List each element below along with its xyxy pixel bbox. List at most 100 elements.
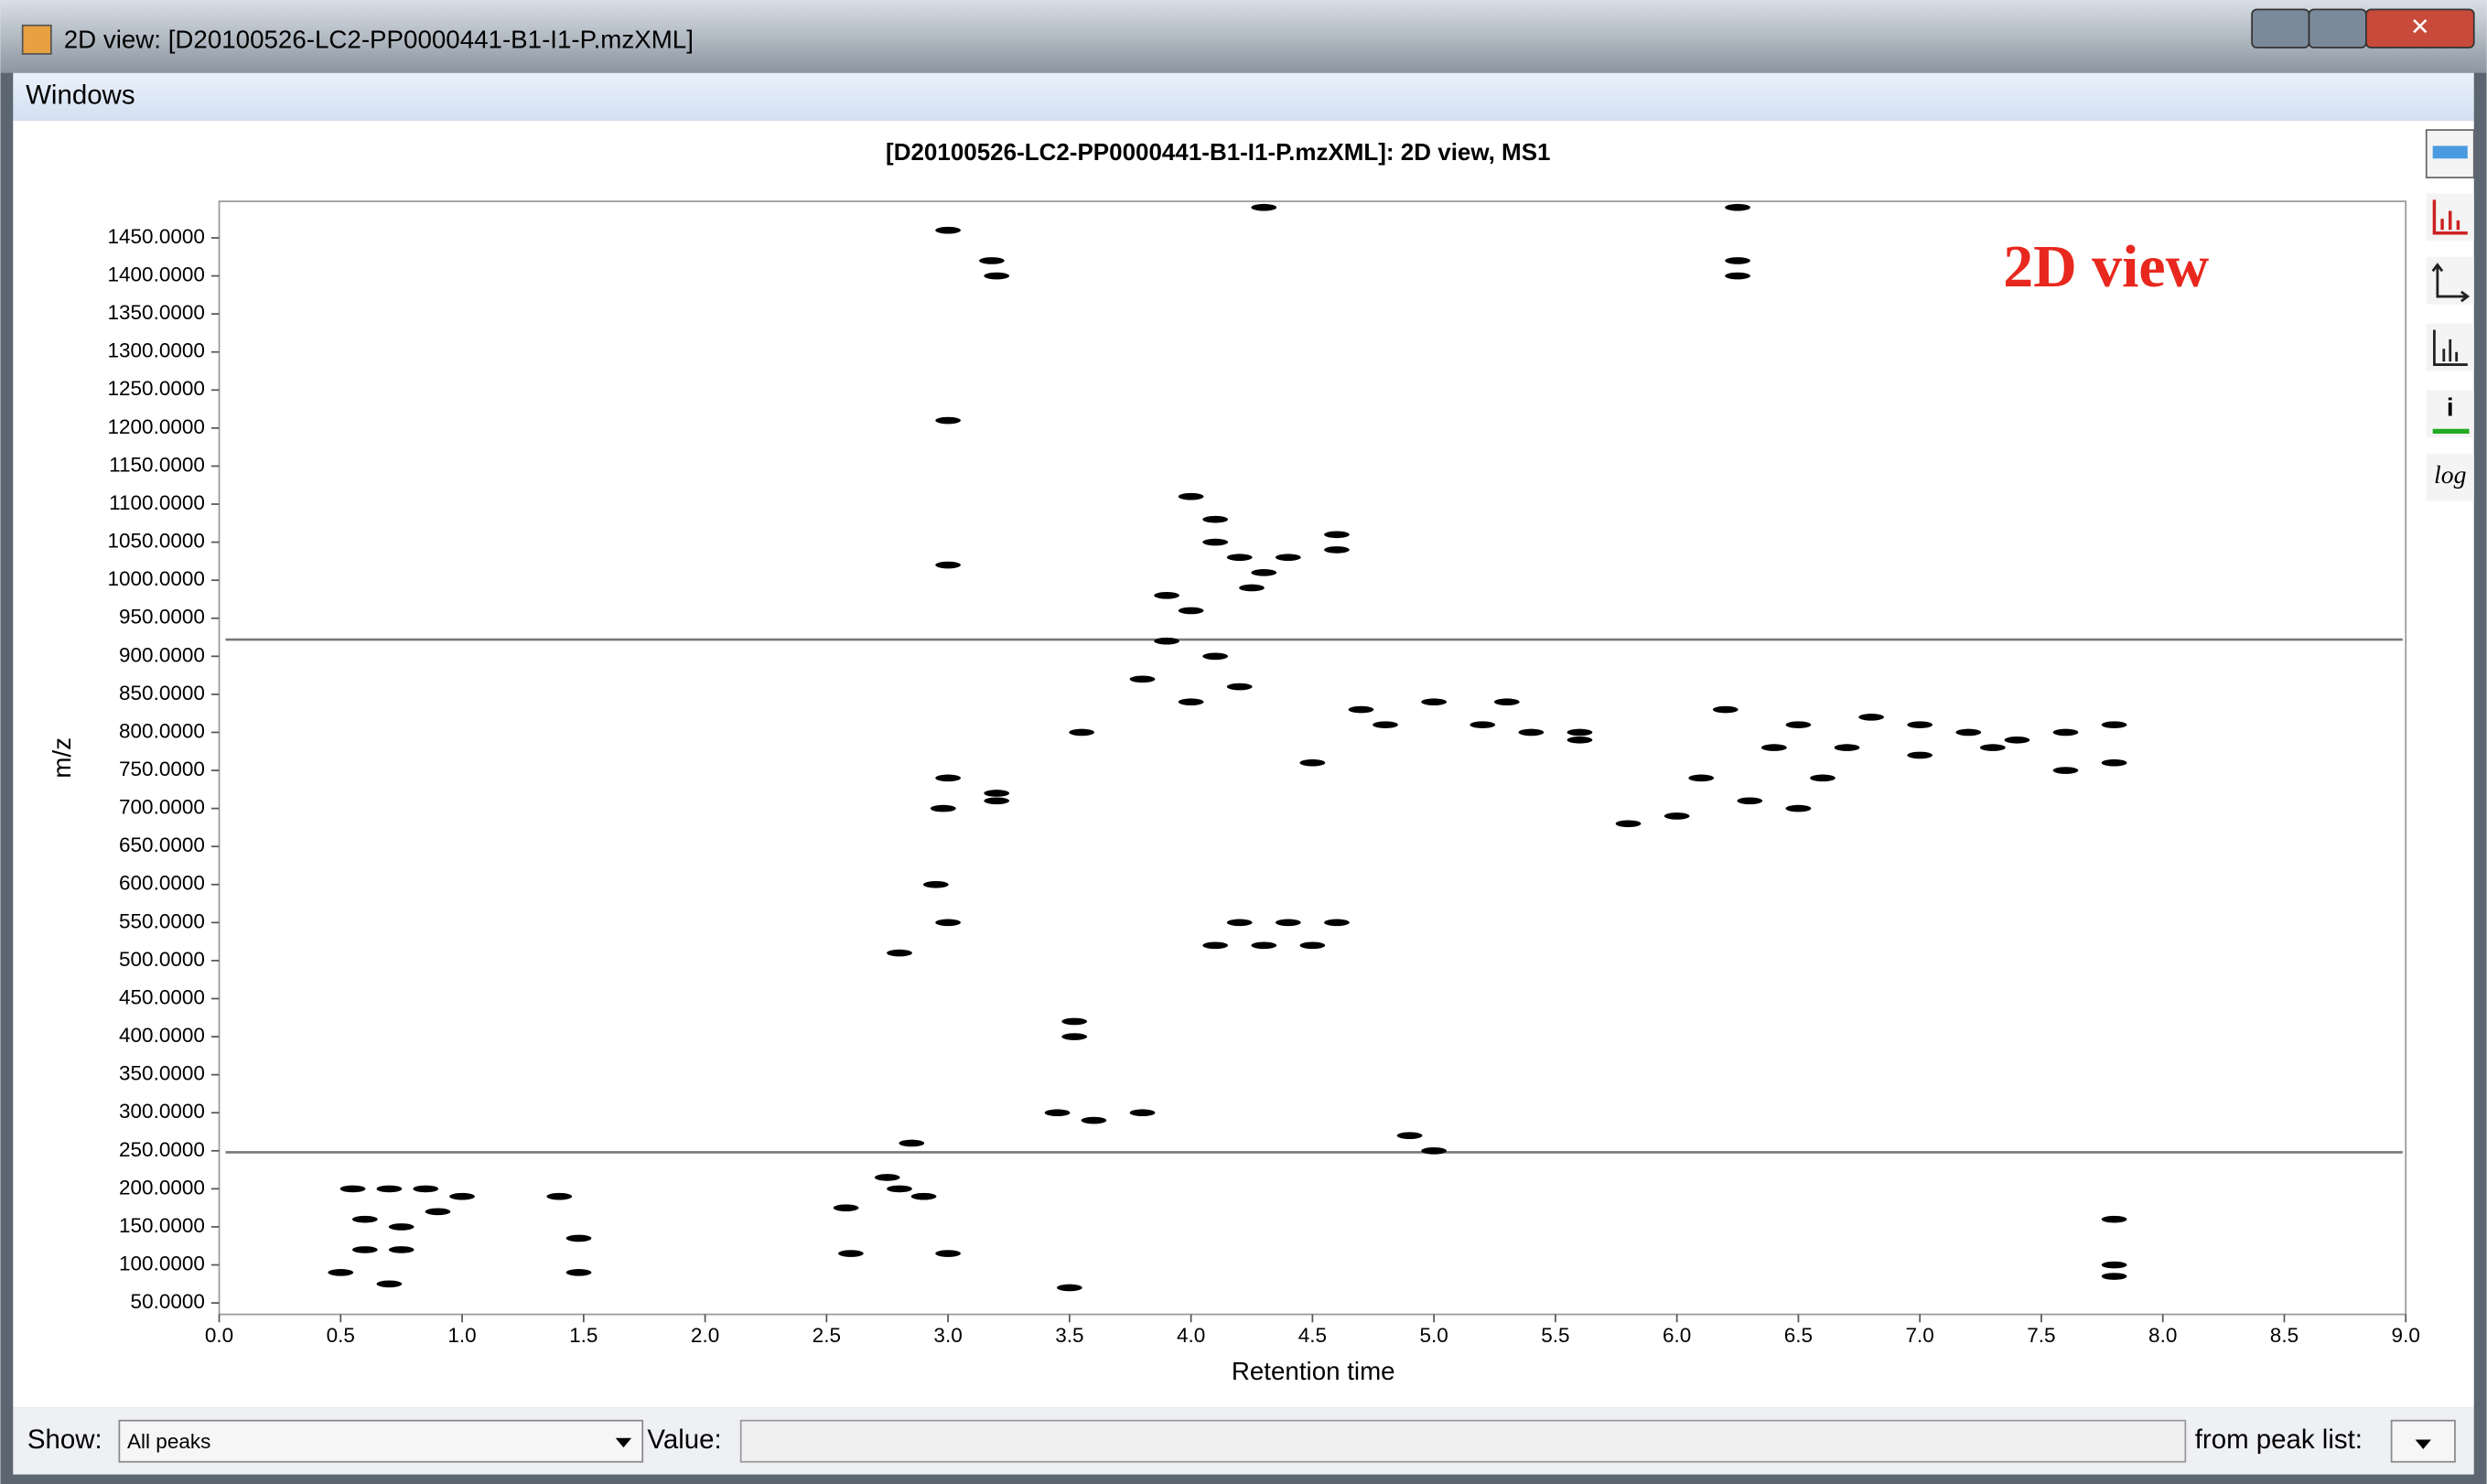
peak — [1835, 744, 1860, 751]
peak — [1179, 698, 1204, 705]
y-tick-label: 250.0000 — [119, 1138, 205, 1161]
peak — [2102, 721, 2127, 728]
x-tick-label: 8.0 — [2148, 1324, 2177, 1347]
y-tick-label: 1200.0000 — [108, 415, 205, 438]
plot-area — [220, 201, 2406, 1315]
peak — [1786, 721, 1812, 728]
peak — [1276, 919, 1301, 927]
y-tick-label: 50.0000 — [131, 1290, 205, 1313]
peak — [1786, 805, 1812, 812]
x-tick-label: 2.5 — [813, 1324, 841, 1347]
app-icon — [23, 26, 51, 54]
y-tick-label: 1450.0000 — [108, 225, 205, 248]
y-tick-label: 1050.0000 — [108, 530, 205, 553]
peak — [1276, 554, 1301, 561]
x-tick-label: 3.5 — [1055, 1324, 1083, 1347]
peak — [1130, 675, 1156, 683]
y-tick-label: 1250.0000 — [108, 377, 205, 400]
peak — [1239, 585, 1265, 592]
peak — [1518, 729, 1544, 737]
peak — [413, 1186, 438, 1193]
peak — [1725, 257, 1750, 264]
show-label: Show: — [27, 1425, 102, 1455]
peak — [1616, 820, 1642, 827]
peak — [1227, 683, 1253, 691]
window-title: 2D view: [D20100526-LC2-PP0000441-B1-I1-… — [64, 25, 694, 53]
peak — [931, 805, 956, 812]
peak — [923, 881, 949, 888]
peak — [1227, 919, 1253, 927]
y-tick-label: 800.0000 — [119, 719, 205, 742]
x-tick-label: 5.0 — [1419, 1324, 1448, 1347]
y-tick-label: 650.0000 — [119, 833, 205, 856]
peak — [449, 1193, 475, 1200]
peak — [1061, 1033, 1087, 1040]
peak — [935, 919, 961, 927]
peak — [1179, 493, 1204, 500]
y-tick-label: 350.0000 — [119, 1062, 205, 1085]
x-tick-label: 1.0 — [447, 1324, 476, 1347]
peak — [1069, 729, 1094, 737]
peak — [984, 790, 1009, 797]
x-tick-label: 5.5 — [1541, 1324, 1569, 1347]
y-tick-label: 400.0000 — [119, 1024, 205, 1047]
peak — [1300, 759, 1326, 767]
value-field[interactable] — [741, 1421, 2186, 1462]
app-window: 2D view: [D20100526-LC2-PP0000441-B1-I1-… — [0, 0, 2487, 1484]
y-tick-label: 1150.0000 — [109, 453, 205, 476]
annotation: 2D view — [2003, 233, 2209, 300]
menu-item[interactable]: Windows — [26, 80, 135, 110]
peak — [1300, 941, 1326, 949]
peak — [1324, 531, 1350, 538]
menu-bar — [13, 73, 2473, 121]
y-tick-label: 300.0000 — [119, 1100, 205, 1123]
y-tick-label: 900.0000 — [119, 643, 205, 666]
peak — [1397, 1132, 1423, 1139]
y-tick-label: 1300.0000 — [108, 339, 205, 362]
peak — [1567, 737, 1593, 744]
peak — [546, 1193, 572, 1200]
y-tick-label: 150.0000 — [119, 1214, 205, 1237]
peak — [1202, 941, 1228, 949]
x-tick-label: 3.0 — [933, 1324, 962, 1347]
peak — [1154, 592, 1179, 599]
peak — [328, 1269, 353, 1276]
peak — [887, 950, 912, 957]
chart-title: [D20100526-LC2-PP0000441-B1-I1-P.mzXML]:… — [886, 138, 1550, 166]
peak — [1810, 775, 1836, 782]
peak — [1130, 1109, 1156, 1116]
peak — [1421, 1147, 1447, 1155]
peak — [1373, 721, 1398, 728]
peak — [2102, 1273, 2127, 1280]
peak — [1955, 729, 1981, 737]
y-tick-label: 1000.0000 — [108, 567, 205, 590]
peak — [887, 1186, 912, 1193]
peak — [1324, 919, 1350, 927]
maximize-button[interactable] — [2309, 9, 2366, 48]
x-tick-label: 2.0 — [691, 1324, 719, 1347]
peak — [1494, 698, 1520, 705]
peak — [875, 1174, 900, 1181]
peak — [389, 1223, 414, 1231]
y-tick-label: 750.0000 — [119, 758, 205, 780]
minimize-button[interactable] — [2252, 9, 2309, 48]
peak — [2053, 767, 2079, 774]
y-tick-label: 1400.0000 — [108, 263, 205, 286]
peak — [1057, 1285, 1082, 1292]
x-tick-label: 8.5 — [2270, 1324, 2299, 1347]
x-tick-label: 9.0 — [2392, 1324, 2420, 1347]
peak — [1251, 941, 1276, 949]
peak — [1737, 797, 1762, 804]
peak — [1725, 273, 1750, 280]
peak — [1725, 204, 1750, 211]
peak — [352, 1216, 378, 1223]
peak — [935, 562, 961, 569]
log-label: log — [2434, 460, 2467, 489]
y-tick-label: 450.0000 — [119, 985, 205, 1008]
peak — [1349, 706, 1374, 714]
page: 2D view: [D20100526-LC2-PP0000441-B1-I1-… — [0, 0, 2487, 1484]
peak — [834, 1204, 859, 1211]
peak — [1761, 744, 1787, 751]
y-tick-label: 550.0000 — [119, 909, 205, 932]
